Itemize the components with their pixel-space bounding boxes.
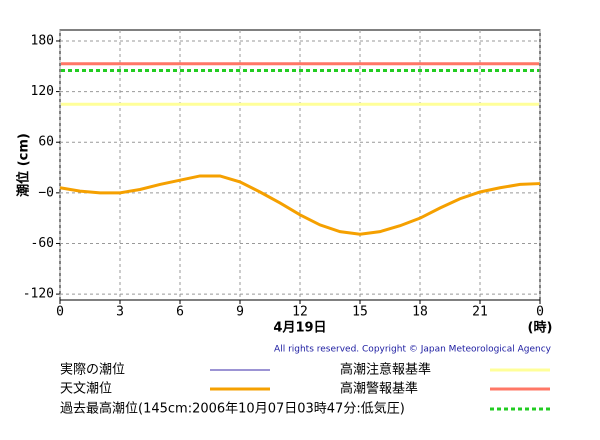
x-tick-label: 0: [56, 305, 64, 320]
y-tick-label: 60: [38, 135, 54, 150]
x-axis-label: 4月19日: [273, 321, 326, 336]
legend-label: 高潮警報基準: [340, 381, 418, 397]
y-tick-label: -60: [31, 236, 54, 251]
copyright: All rights reserved. Copyright © Japan M…: [274, 345, 552, 355]
x-tick-label: 15: [352, 305, 368, 320]
y-tick-label: 120: [31, 84, 54, 99]
y-axis-label: 潮位 (cm): [16, 133, 32, 197]
x-tick-label: 9: [236, 305, 244, 320]
x-tick-label: 6: [176, 305, 184, 320]
legend-label: 天文潮位: [60, 382, 112, 397]
legend-label: 実際の潮位: [60, 362, 125, 378]
x-tick-label: 3: [116, 305, 124, 320]
series-line: [59, 174, 541, 236]
y-tick-label: -120: [23, 287, 54, 302]
x-tick-label: 12: [292, 305, 308, 320]
y-tick-label: 180: [31, 33, 54, 48]
y-tick-label: −0: [38, 185, 54, 200]
legend-label: 高潮注意報基準: [340, 362, 431, 378]
x-unit: (時): [528, 320, 553, 336]
legend-label: 過去最高潮位(145cm:2006年10月07日03時47分:低気圧): [60, 401, 405, 417]
x-tick-label: 0: [536, 305, 544, 320]
x-tick-label: 18: [412, 305, 428, 320]
x-tick-label: 21: [472, 305, 488, 320]
